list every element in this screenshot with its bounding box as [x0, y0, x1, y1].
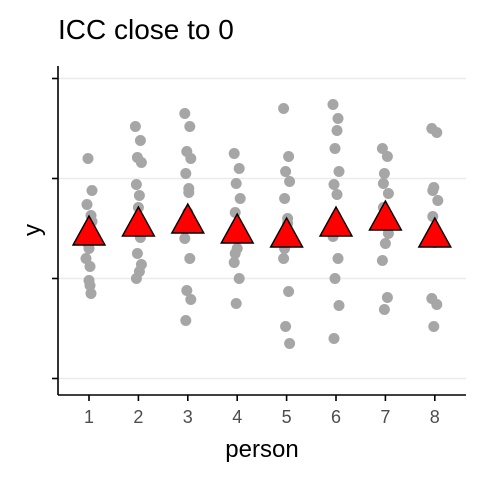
mean-marker [121, 205, 156, 237]
data-point [283, 151, 295, 162]
data-point [278, 253, 290, 264]
x-tick-label: 4 [232, 407, 242, 427]
data-point [329, 273, 341, 284]
y-axis-ticks [52, 77, 58, 380]
data-point [284, 338, 296, 349]
data-point [382, 228, 394, 239]
data-point [130, 179, 142, 190]
x-tick-label: 5 [282, 407, 292, 427]
data-point [280, 321, 292, 332]
mean-marker [318, 205, 354, 237]
data-point [133, 190, 145, 201]
data-point [280, 166, 292, 177]
data-point [328, 333, 340, 344]
axes [57, 66, 466, 396]
data-point [80, 253, 92, 264]
data-point [233, 273, 245, 284]
data-point [378, 168, 390, 179]
data-point [229, 248, 241, 259]
data-point [333, 166, 345, 177]
data-point [431, 299, 443, 310]
mean-marker [220, 212, 255, 244]
data-point [181, 285, 193, 296]
chart-title: ICC close to 0 [58, 14, 234, 45]
data-point [381, 292, 393, 303]
data-point [82, 153, 94, 164]
data-point [332, 113, 344, 124]
data-point [431, 127, 443, 138]
data-point [279, 193, 291, 204]
data-points [80, 99, 444, 349]
data-point [234, 193, 246, 204]
data-point [184, 253, 196, 264]
gridlines [58, 77, 466, 380]
data-point [135, 157, 147, 168]
mean-marker [417, 216, 452, 248]
x-tick-label: 8 [430, 407, 440, 427]
data-point [377, 178, 389, 189]
data-point [179, 108, 191, 119]
mean-markers [71, 199, 452, 248]
x-axis-ticks: 1 2 3 4 5 6 7 8 [84, 395, 440, 427]
data-point [283, 286, 295, 297]
x-tick-label: 7 [380, 407, 390, 427]
mean-marker [71, 214, 107, 246]
x-tick-label: 2 [133, 407, 143, 427]
data-point [185, 153, 197, 164]
mean-marker [368, 199, 403, 231]
data-point [329, 143, 341, 154]
x-axis-title: person [225, 436, 298, 463]
data-point [376, 143, 388, 154]
data-point [228, 257, 240, 268]
data-point [228, 148, 240, 159]
data-point [86, 185, 98, 196]
data-point [333, 300, 345, 311]
data-point [179, 233, 191, 244]
data-point [432, 195, 444, 206]
data-point [382, 188, 394, 199]
data-point [184, 121, 196, 132]
data-point [428, 321, 440, 332]
data-point [131, 248, 143, 259]
data-point [376, 255, 388, 266]
data-point [180, 315, 192, 326]
data-point [278, 103, 290, 114]
x-tick-label: 6 [331, 407, 341, 427]
y-axis-title: y [19, 224, 46, 236]
data-point [83, 243, 95, 254]
data-point [81, 199, 93, 210]
data-point [185, 294, 197, 305]
data-point [85, 288, 97, 299]
data-point [230, 178, 242, 189]
x-tick-label: 3 [183, 407, 193, 427]
data-point [328, 179, 340, 190]
data-point [332, 253, 344, 264]
data-point [129, 121, 141, 132]
x-tick-label: 1 [84, 407, 94, 427]
data-point [134, 135, 146, 146]
data-point [180, 168, 192, 179]
data-point [381, 151, 393, 162]
data-point [84, 280, 96, 291]
data-point [331, 125, 343, 136]
data-point [183, 183, 195, 194]
data-point [233, 163, 245, 174]
data-point [133, 266, 145, 277]
data-point [427, 185, 439, 196]
data-point [230, 298, 242, 309]
data-point [327, 99, 339, 110]
data-point [378, 304, 390, 315]
mean-marker [269, 216, 304, 248]
data-point [284, 176, 296, 187]
mean-marker [170, 202, 205, 234]
data-point [331, 189, 343, 200]
data-point [379, 238, 391, 249]
